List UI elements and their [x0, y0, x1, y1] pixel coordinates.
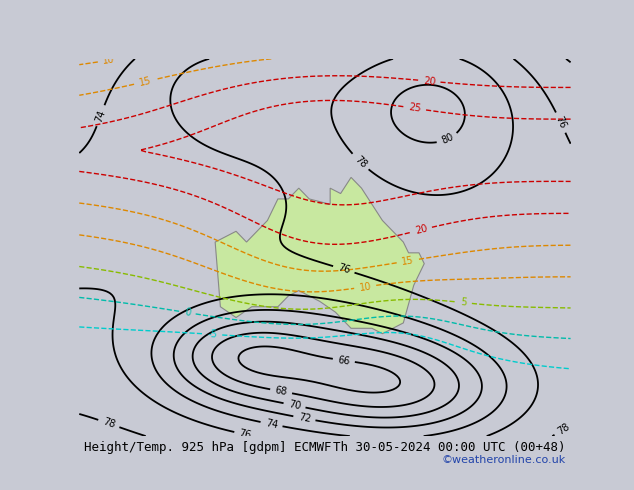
- Text: 10: 10: [102, 54, 115, 66]
- Text: 25: 25: [408, 102, 422, 114]
- Text: 76: 76: [337, 263, 351, 276]
- Text: 78: 78: [101, 417, 116, 430]
- Text: 20: 20: [414, 223, 428, 236]
- Text: 76: 76: [238, 428, 252, 441]
- Text: Th 30-05-2024 00:00 UTC (00+48): Th 30-05-2024 00:00 UTC (00+48): [333, 441, 566, 454]
- Text: 68: 68: [274, 385, 288, 397]
- Text: Height/Temp. 925 hPa [gdpm] ECMWF: Height/Temp. 925 hPa [gdpm] ECMWF: [84, 441, 332, 454]
- Text: 15: 15: [138, 75, 152, 88]
- Text: 15: 15: [401, 255, 415, 267]
- Text: ©weatheronline.co.uk: ©weatheronline.co.uk: [441, 455, 566, 465]
- Text: 80: 80: [440, 132, 455, 146]
- Text: 70: 70: [287, 399, 302, 412]
- Text: -5: -5: [207, 329, 217, 340]
- Text: 74: 74: [94, 108, 107, 123]
- Text: 72: 72: [297, 412, 311, 424]
- Text: 78: 78: [556, 421, 572, 437]
- Text: 66: 66: [337, 355, 351, 366]
- Polygon shape: [215, 177, 424, 334]
- Text: 76: 76: [553, 115, 568, 130]
- Text: 0: 0: [184, 307, 191, 318]
- Text: 10: 10: [358, 281, 372, 293]
- Text: 74: 74: [264, 418, 278, 430]
- Text: 20: 20: [423, 75, 436, 87]
- Text: 78: 78: [353, 154, 368, 170]
- Text: 5: 5: [460, 297, 467, 308]
